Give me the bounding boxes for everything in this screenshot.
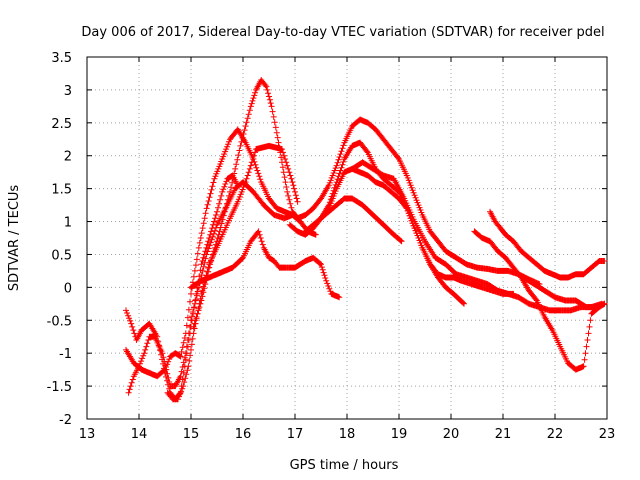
y-tick-label: -2 xyxy=(59,413,72,428)
data-series-sat-i xyxy=(302,195,405,245)
x-tick-label: 15 xyxy=(183,427,200,442)
y-tick-label: -0.5 xyxy=(47,314,72,329)
y-tick-label: 2.5 xyxy=(51,117,72,132)
x-tick-label: 14 xyxy=(131,427,148,442)
axis-ticks: 13 14 15 16 17 18 19 20 21 22 23-2-1.5-1-0.500.511… xyxy=(47,51,616,442)
y-tick-label: 1 xyxy=(64,216,72,231)
series-markers xyxy=(487,208,608,281)
y-tick-label: 0 xyxy=(64,281,72,296)
data-series-sat-f xyxy=(188,228,343,301)
data-series-sat-l xyxy=(487,208,608,281)
x-tick-label: 18 xyxy=(339,427,356,442)
data-series-sat-e xyxy=(190,77,543,330)
data-series-sat-m xyxy=(520,274,608,311)
y-tick-label: 3 xyxy=(64,84,72,99)
y-tick-label: 3.5 xyxy=(51,51,72,66)
x-tick-label: 13 xyxy=(79,427,96,442)
x-tick-label: 20 xyxy=(443,427,460,442)
x-tick-label: 21 xyxy=(495,427,512,442)
y-tick-label: 0.5 xyxy=(51,248,72,263)
data-series-layer xyxy=(123,77,608,403)
x-tick-label: 23 xyxy=(599,427,616,442)
x-axis-label: GPS time / hours xyxy=(290,458,399,473)
x-tick-label: 22 xyxy=(547,427,564,442)
data-series-sat-k xyxy=(471,228,608,373)
y-tick-label: -1 xyxy=(59,347,72,362)
x-tick-label: 17 xyxy=(287,427,304,442)
data-series-sat-j xyxy=(349,159,605,314)
data-series-sat-b xyxy=(123,126,319,380)
y-axis-label: SDTVAR / TECUs xyxy=(7,185,22,292)
x-tick-label: 16 xyxy=(235,427,252,442)
series-markers xyxy=(471,228,608,373)
x-tick-label: 19 xyxy=(391,427,408,442)
series-markers xyxy=(520,274,608,311)
series-markers xyxy=(190,77,543,330)
y-tick-label: 2 xyxy=(64,150,72,165)
series-markers xyxy=(188,228,343,301)
series-markers xyxy=(123,126,319,380)
series-markers xyxy=(349,159,605,314)
chart-title: Day 006 of 2017, Sidereal Day-to-day VTE… xyxy=(81,25,604,40)
y-tick-label: 1.5 xyxy=(51,183,72,198)
y-tick-label: -1.5 xyxy=(47,380,72,395)
series-markers xyxy=(302,195,405,245)
